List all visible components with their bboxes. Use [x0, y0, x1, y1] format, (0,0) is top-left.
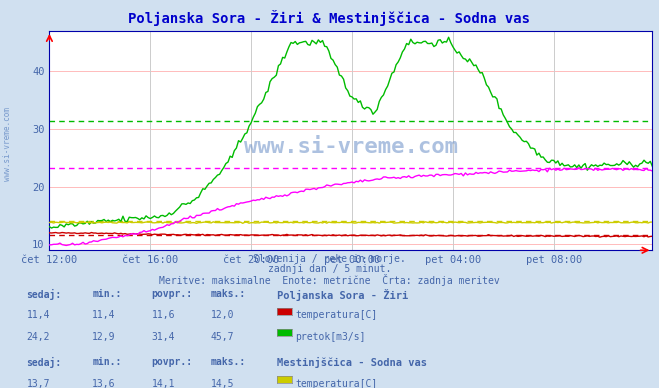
Text: pretok[m3/s]: pretok[m3/s]: [295, 332, 366, 342]
Text: povpr.:: povpr.:: [152, 289, 192, 299]
Text: 13,7: 13,7: [26, 379, 50, 388]
Text: www.si-vreme.com: www.si-vreme.com: [244, 137, 458, 157]
Text: Mestinjščica - Sodna vas: Mestinjščica - Sodna vas: [277, 357, 427, 368]
Text: sedaj:: sedaj:: [26, 357, 61, 368]
Text: sedaj:: sedaj:: [26, 289, 61, 300]
Text: 11,6: 11,6: [152, 310, 175, 320]
Text: povpr.:: povpr.:: [152, 357, 192, 367]
Text: min.:: min.:: [92, 357, 122, 367]
Text: zadnji dan / 5 minut.: zadnji dan / 5 minut.: [268, 264, 391, 274]
Text: 12,0: 12,0: [211, 310, 235, 320]
Text: maks.:: maks.:: [211, 357, 246, 367]
Text: 31,4: 31,4: [152, 332, 175, 342]
Text: min.:: min.:: [92, 289, 122, 299]
Text: 14,1: 14,1: [152, 379, 175, 388]
Text: Poljanska Sora - Žiri & Mestinjščica - Sodna vas: Poljanska Sora - Žiri & Mestinjščica - S…: [129, 10, 530, 26]
Text: 14,5: 14,5: [211, 379, 235, 388]
Text: Meritve: maksimalne  Enote: metrične  Črta: zadnja meritev: Meritve: maksimalne Enote: metrične Črta…: [159, 274, 500, 286]
Text: temperatura[C]: temperatura[C]: [295, 310, 378, 320]
Text: Slovenija / reke in morje.: Slovenija / reke in morje.: [253, 254, 406, 264]
Text: 45,7: 45,7: [211, 332, 235, 342]
Text: 11,4: 11,4: [26, 310, 50, 320]
Text: 24,2: 24,2: [26, 332, 50, 342]
Text: 11,4: 11,4: [92, 310, 116, 320]
Text: 13,6: 13,6: [92, 379, 116, 388]
Text: www.si-vreme.com: www.si-vreme.com: [3, 107, 13, 180]
Text: maks.:: maks.:: [211, 289, 246, 299]
Text: temperatura[C]: temperatura[C]: [295, 379, 378, 388]
Text: Poljanska Sora - Žiri: Poljanska Sora - Žiri: [277, 289, 408, 301]
Text: 12,9: 12,9: [92, 332, 116, 342]
